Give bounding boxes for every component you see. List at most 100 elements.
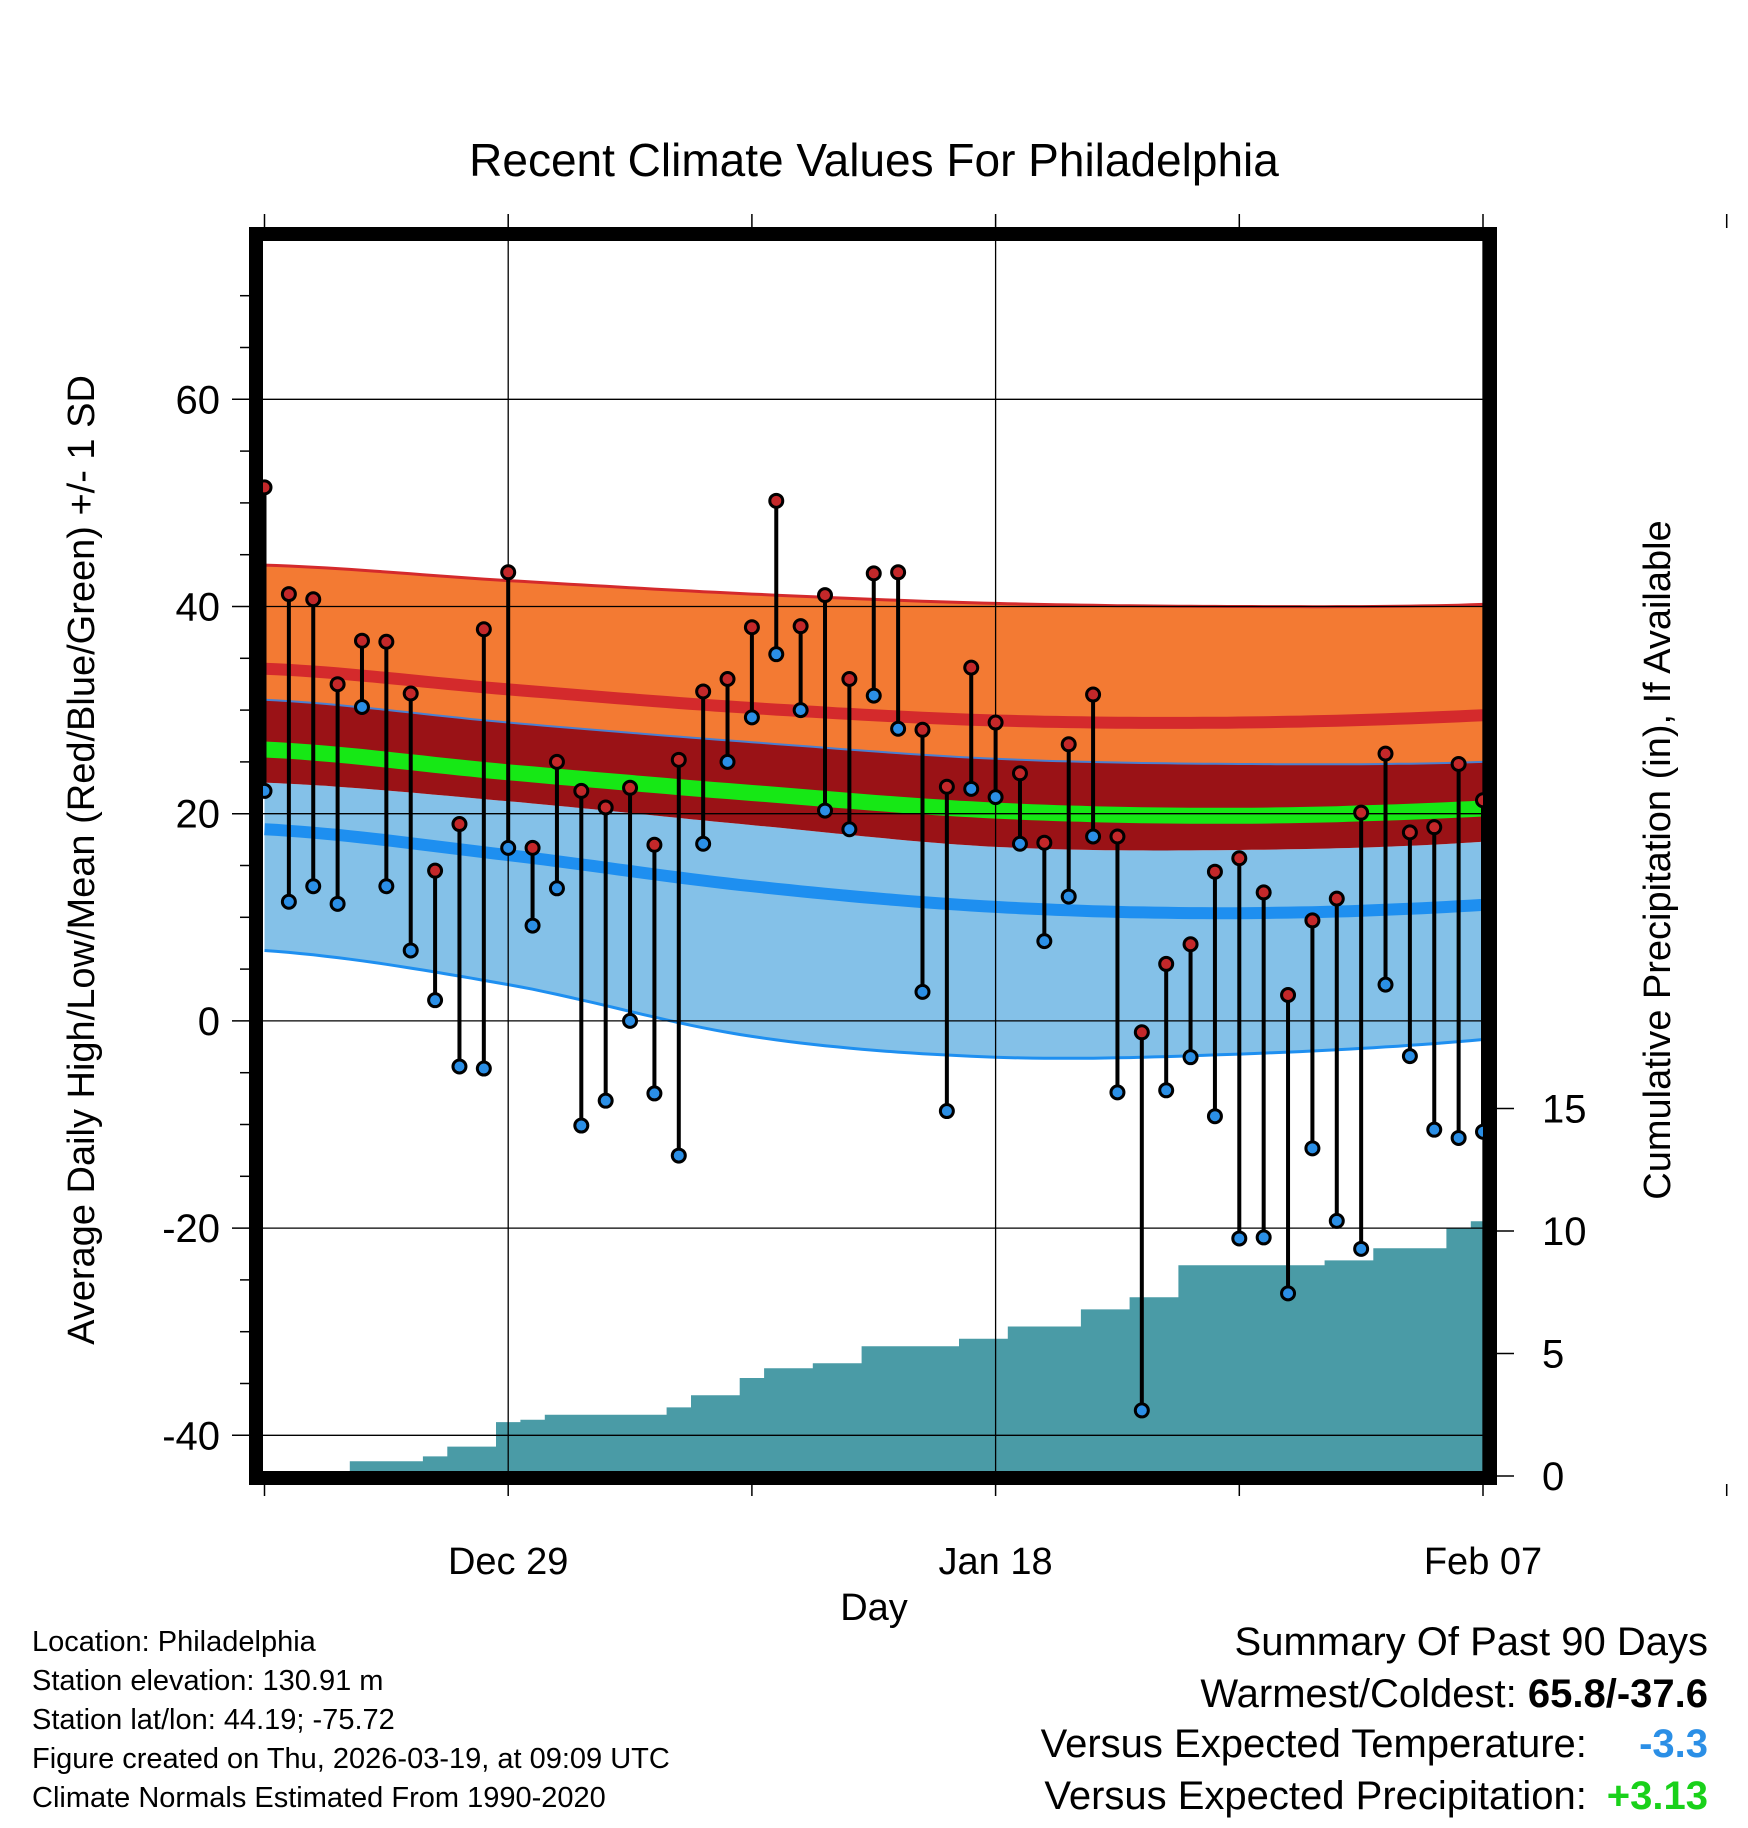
- summary-warmest-coldest: Warmest/Coldest: 65.8/-37.6: [1200, 1672, 1708, 1717]
- daily-high-point: [597, 799, 614, 816]
- daily-high-point: [1158, 955, 1175, 972]
- daily-high-point: [646, 836, 663, 853]
- low-normal-band: [264, 782, 1484, 1059]
- daily-high-point: [378, 633, 395, 650]
- daily-low-point: [353, 698, 370, 715]
- daily-high-point: [1377, 745, 1394, 762]
- temp-vs-expected-label: Versus Expected Temperature:: [1040, 1722, 1587, 1766]
- daily-low-point: [1304, 1140, 1321, 1157]
- daily-low-point: [329, 895, 346, 912]
- daily-high-point: [1085, 686, 1102, 703]
- x-axis-label: Day: [840, 1587, 908, 1629]
- daily-high-point: [841, 671, 858, 688]
- daily-high-point: [1304, 912, 1321, 929]
- daily-low-point: [1623, 1172, 1636, 1185]
- daily-low-point: [914, 983, 931, 1000]
- daily-low-point: [262, 782, 273, 799]
- daily-high-point: [1574, 702, 1587, 715]
- daily-high-point: [1598, 755, 1611, 768]
- daily-high-point: [719, 671, 736, 688]
- daily-low-point: [1231, 1230, 1248, 1247]
- daily-low-point: [1426, 1121, 1443, 1138]
- daily-high-point: [963, 659, 980, 676]
- meta-latlon: Station lat/lon: 44.19; -75.72: [32, 1704, 395, 1736]
- meta-elevation: Station elevation: 130.91 m: [32, 1665, 384, 1697]
- y2-tick-label: 5: [1542, 1333, 1564, 1377]
- daily-low-point: [1206, 1108, 1223, 1125]
- daily-high-point: [1133, 1024, 1150, 1041]
- daily-low-point: [1450, 1129, 1467, 1146]
- daily-low-point: [719, 753, 736, 770]
- meta-normals-period: Climate Normals Estimated From 1990-2020: [32, 1782, 606, 1814]
- y2-axis-label: Cumulative Precipitation (in), If Availa…: [1637, 520, 1679, 1199]
- summary-precipitation: Versus Expected Precipitation: +3.13: [1044, 1774, 1708, 1819]
- daily-low-point: [841, 821, 858, 838]
- temp-vs-expected-value: -3.3: [1639, 1722, 1708, 1766]
- daily-low-point: [963, 780, 980, 797]
- y-axis-label: Average Daily High/Low/Mean (Red/Blue/Gr…: [61, 375, 103, 1345]
- y2-tick-label: 10: [1542, 1210, 1587, 1254]
- daily-high-point: [1280, 987, 1297, 1003]
- meta-location: Location: Philadelphia: [32, 1626, 316, 1658]
- daily-low-point: [1280, 1285, 1297, 1302]
- daily-low-point: [695, 835, 712, 852]
- daily-high-point: [1450, 755, 1467, 772]
- plot-frame: [249, 227, 1497, 1485]
- daily-high-point: [402, 685, 419, 702]
- daily-high-point: [1623, 763, 1636, 776]
- daily-low-point: [402, 942, 419, 959]
- daily-high-point: [890, 564, 907, 581]
- daily-high-point: [1745, 663, 1748, 676]
- daily-low-point: [1085, 828, 1102, 845]
- daily-low-point: [987, 789, 1004, 806]
- daily-high-point: [1255, 884, 1272, 901]
- daily-low-point: [1696, 872, 1709, 885]
- daily-high-point: [1550, 632, 1563, 645]
- daily-high-point: [1231, 850, 1248, 867]
- warmest-coldest-value: 65.8/-37.6: [1527, 1672, 1708, 1716]
- daily-low-point: [1060, 888, 1077, 905]
- daily-low-point: [1109, 1084, 1126, 1101]
- daily-high-point: [1109, 828, 1126, 845]
- daily-high-point: [427, 862, 444, 879]
- y-tick-label: 40: [176, 586, 221, 630]
- daily-low-point: [1255, 1229, 1272, 1246]
- daily-high-point: [865, 565, 882, 582]
- daily-low-point: [475, 1060, 492, 1077]
- y-tick-label: -40: [162, 1414, 220, 1458]
- daily-high-point: [1426, 819, 1443, 836]
- daily-low-point: [548, 880, 565, 897]
- daily-low-point: [1036, 933, 1053, 950]
- daily-high-point: [1401, 824, 1418, 841]
- daily-low-point: [768, 646, 785, 663]
- y-tick-label: 20: [176, 793, 221, 837]
- daily-low-point: [427, 992, 444, 1009]
- chart-title: Recent Climate Values For Philadelphia: [469, 134, 1279, 186]
- daily-high-point: [1696, 579, 1709, 592]
- daily-high-point: [914, 721, 931, 738]
- summary-temperature: Versus Expected Temperature: -3.3: [1041, 1722, 1708, 1767]
- daily-high-point: [1206, 863, 1223, 880]
- prcp-vs-expected-value: +3.13: [1606, 1774, 1708, 1818]
- y2-tick-label: 0: [1542, 1455, 1564, 1499]
- daily-high-point: [1036, 834, 1053, 851]
- daily-low-point: [890, 720, 907, 737]
- daily-low-point: [1182, 1049, 1199, 1066]
- daily-low-point: [1133, 1402, 1150, 1419]
- daily-low-point: [597, 1092, 614, 1109]
- daily-low-point: [500, 839, 517, 856]
- daily-low-point: [817, 802, 834, 819]
- daily-low-point: [792, 702, 809, 719]
- daily-high-point: [524, 839, 541, 856]
- daily-low-point: [1598, 1090, 1611, 1103]
- x-tick-label: Feb 07: [1424, 1541, 1542, 1583]
- daily-low-point: [622, 1012, 639, 1029]
- daily-low-point: [1745, 731, 1748, 744]
- daily-low-point: [1377, 976, 1394, 993]
- daily-low-point: [1353, 1240, 1370, 1257]
- daily-high-point: [987, 714, 1004, 731]
- daily-high-point: [743, 619, 760, 636]
- y-tick-label: 0: [198, 1000, 220, 1044]
